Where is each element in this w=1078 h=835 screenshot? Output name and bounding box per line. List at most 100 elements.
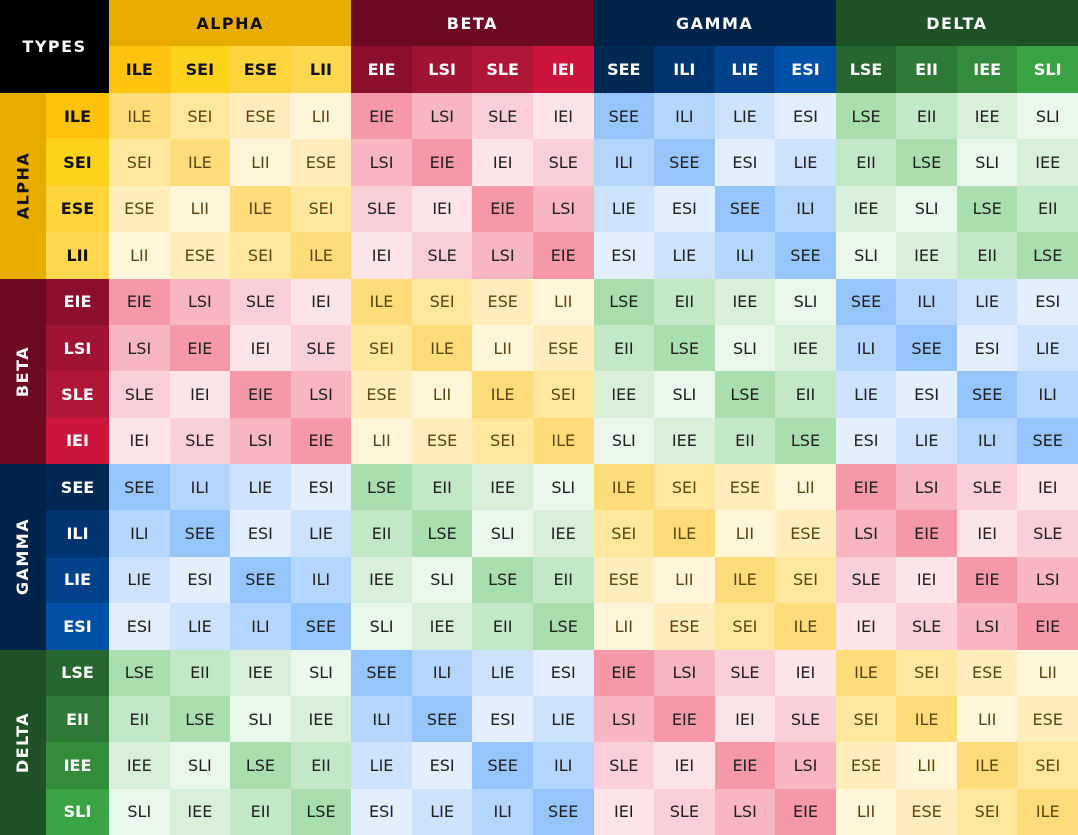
relation-cell: SEI <box>351 324 412 372</box>
relation-cell: LSI <box>593 695 655 743</box>
relation-cell: SLI <box>1017 93 1078 140</box>
relation-cell: ESE <box>472 278 533 325</box>
relation-cell: ILI <box>230 603 291 650</box>
relation-cell: SEI <box>472 417 533 464</box>
relation-cell: SLE <box>775 695 836 743</box>
relation-cell: LSE <box>1017 232 1078 279</box>
relation-cell: ILE <box>109 93 170 140</box>
relation-cell: SLI <box>169 742 231 789</box>
relation-cell: SEI <box>230 232 291 279</box>
quadra-header-alpha: ALPHA <box>109 0 352 46</box>
column-header-iee: IEE <box>956 46 1018 93</box>
relation-cell: ESI <box>290 464 352 511</box>
relation-cell: LSI <box>290 371 352 418</box>
relation-cell: LSE <box>593 278 655 325</box>
relation-cell: ILE <box>411 324 473 372</box>
relation-cell: SEI <box>109 139 170 186</box>
relation-cell: SEE <box>1017 417 1078 464</box>
row-header-lii: LII <box>46 232 109 279</box>
relation-cell: SEE <box>472 742 533 789</box>
relation-cell: LIE <box>654 232 715 279</box>
quadra-side-label: DELTA <box>13 711 33 773</box>
relation-cell: LSE <box>109 649 170 696</box>
relation-cell: LIE <box>1017 324 1078 372</box>
relation-cell: LIE <box>956 278 1018 325</box>
relation-cell: EII <box>109 695 170 743</box>
relation-cell: EIE <box>169 324 231 372</box>
relation-cell: LII <box>654 556 715 604</box>
relation-cell: SLI <box>956 139 1018 186</box>
column-header-ile: ILE <box>109 46 170 93</box>
relation-cell: SEE <box>896 324 957 372</box>
relation-cell: SEE <box>714 185 776 233</box>
quadra-side-label: GAMMA <box>13 518 33 596</box>
relation-cell: SLI <box>411 556 473 604</box>
row-header-iee: IEE <box>46 742 109 789</box>
relation-cell: IEI <box>351 232 412 279</box>
column-header-lie: LIE <box>714 46 776 93</box>
relation-cell: ILE <box>654 510 715 557</box>
quadra-side-label: ALPHA <box>13 151 33 220</box>
relation-cell: SEE <box>593 93 655 140</box>
row-header-sli: SLI <box>46 788 109 835</box>
relation-cell: SEE <box>835 278 897 325</box>
relation-cell: IEI <box>714 695 776 743</box>
relation-cell: LSI <box>714 788 776 835</box>
relation-cell: LSE <box>956 185 1018 233</box>
relation-cell: LSI <box>775 742 836 789</box>
relation-cell: EIE <box>351 93 412 140</box>
relation-cell: EIE <box>109 278 170 325</box>
relation-cell: SEE <box>775 232 836 279</box>
relation-cell: IEE <box>896 232 957 279</box>
relation-cell: ILI <box>593 139 655 186</box>
relation-cell: ESI <box>956 324 1018 372</box>
relation-cell: LIE <box>532 695 594 743</box>
relation-cell: EII <box>775 371 836 418</box>
relation-cell: ESI <box>593 232 655 279</box>
relation-cell: IEI <box>835 603 897 650</box>
relation-cell: IEI <box>230 324 291 372</box>
relation-cell: IEE <box>956 93 1018 140</box>
row-header-sei: SEI <box>46 139 109 186</box>
quadra-side-header-alpha: ALPHA <box>0 93 46 279</box>
relation-cell: ILE <box>896 695 957 743</box>
relation-cell: LIE <box>896 417 957 464</box>
relation-cell: SEE <box>351 649 412 696</box>
relation-cell: LSE <box>230 742 291 789</box>
relation-cell: ESE <box>1017 695 1078 743</box>
relation-cell: SLI <box>230 695 291 743</box>
relation-cell: IEI <box>290 278 352 325</box>
row-header-lse: LSE <box>46 649 109 696</box>
relation-cell: LSI <box>169 278 231 325</box>
relation-cell: ESE <box>956 649 1018 696</box>
relation-cell: ESE <box>109 185 170 233</box>
relation-cell: ILE <box>956 742 1018 789</box>
relation-cell: LSE <box>775 417 836 464</box>
relation-cell: ILI <box>532 742 594 789</box>
column-header-lii: LII <box>290 46 352 93</box>
relation-cell: LII <box>230 139 291 186</box>
relation-cell: EII <box>714 417 776 464</box>
relation-cell: EII <box>532 556 594 604</box>
relation-cell: ESE <box>835 742 897 789</box>
row-header-ese: ESE <box>46 185 109 233</box>
relation-cell: EIE <box>411 139 473 186</box>
relation-cell: SLE <box>1017 510 1078 557</box>
relation-cell: SEI <box>714 603 776 650</box>
relation-cell: IEE <box>1017 139 1078 186</box>
relation-cell: ESE <box>532 324 594 372</box>
relation-cell: SLE <box>532 139 594 186</box>
quadra-header-beta: BETA <box>351 0 594 46</box>
relation-cell: SLI <box>351 603 412 650</box>
row-header-see: SEE <box>46 464 109 511</box>
relation-cell: LSE <box>290 788 352 835</box>
relation-cell: LSI <box>1017 556 1078 604</box>
relation-cell: IEI <box>896 556 957 604</box>
relation-cell: EIE <box>896 510 957 557</box>
relation-cell: SLI <box>896 185 957 233</box>
relation-cell: ILE <box>472 371 533 418</box>
relation-cell: IEI <box>109 417 170 464</box>
relation-cell: LII <box>290 93 352 140</box>
relation-cell: SLE <box>593 742 655 789</box>
